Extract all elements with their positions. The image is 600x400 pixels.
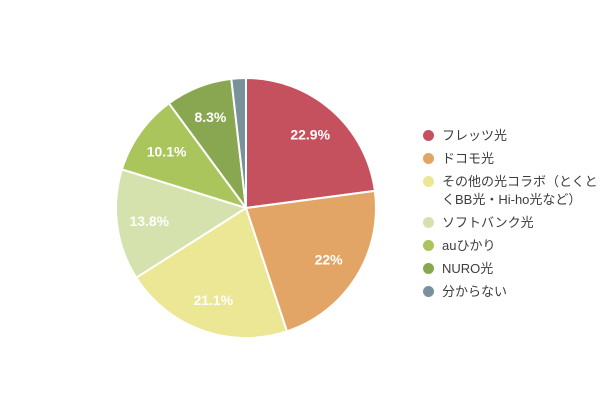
legend-swatch (423, 176, 434, 187)
legend-label: NURO光 (442, 261, 494, 276)
legend-swatch (423, 263, 434, 274)
pie-slice-4 (115, 168, 247, 279)
slice-label: 21.1% (193, 292, 233, 308)
legend-item-6: NURO光 (423, 260, 600, 278)
legend-item-1: フレッツ光 (423, 127, 600, 145)
legend-item-5: auひかり (423, 237, 600, 255)
pie-slice-2 (245, 189, 377, 333)
slice-label: 22.9% (290, 127, 330, 143)
legend-swatch (423, 153, 434, 164)
legend-label: 分からない (442, 284, 508, 299)
legend-item-2: ドコモ光 (423, 150, 600, 168)
legend-swatch (423, 217, 434, 228)
slice-label: 8.3% (194, 109, 226, 125)
legend-label: その他の光コラボ（とくとくBB光・Hi-ho光など） (442, 174, 598, 207)
slice-label: 22% (315, 252, 344, 268)
legend-item-3: その他の光コラボ（とくとくBB光・Hi-ho光など） (423, 173, 600, 209)
pie-slice-3 (135, 207, 288, 339)
legend-item-4: ソフトバンク光 (423, 214, 600, 232)
slice-label: 10.1% (147, 143, 187, 159)
pie-slice-7 (230, 77, 247, 209)
legend-item-7: 分からない (423, 283, 600, 301)
legend-label: ソフトバンク光 (442, 215, 534, 230)
legend-label: ドコモ光 (442, 151, 495, 166)
pie-slice-5 (120, 102, 247, 209)
pie-slice-1 (245, 77, 376, 209)
legend-label: auひかり (442, 238, 496, 253)
legend-label: フレッツ光 (442, 128, 508, 143)
legend-swatch (423, 240, 434, 251)
legend-swatch (423, 130, 434, 141)
legend: フレッツ光ドコモ光その他の光コラボ（とくとくBB光・Hi-ho光など） ソフトバン… (423, 127, 600, 301)
slice-label: 13.8% (129, 213, 169, 229)
legend-swatch (423, 286, 434, 297)
